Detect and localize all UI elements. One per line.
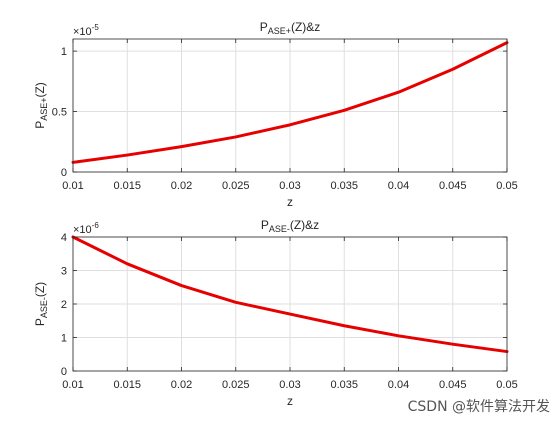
y-tick-label: 0.5	[52, 107, 67, 119]
y-tick-label: 1	[61, 333, 67, 345]
y-tick-label: 2	[61, 299, 67, 311]
x-tick-label: 0.025	[222, 379, 250, 391]
y-tick-label: 0	[61, 167, 67, 179]
exponent-base: ×10	[73, 224, 92, 236]
ylabel-subscript: ASE+	[39, 98, 49, 121]
y-tick-label: 4	[61, 232, 67, 244]
axis-exponent-label: ×10-5	[73, 23, 99, 38]
x-tick-label: 0.035	[330, 180, 358, 192]
x-tick-label: 0.025	[222, 180, 250, 192]
y-tick-label: 0	[61, 366, 67, 378]
chart-title: PASE+(Z)&z	[260, 20, 321, 36]
ylabel-main: P	[33, 121, 47, 129]
ylabel-rest: (Z)	[33, 82, 47, 97]
x-tick-label: 0.045	[439, 379, 467, 391]
title-main: P	[261, 218, 269, 232]
x-tick-label: 0.02	[171, 180, 192, 192]
x-tick-label: 0.015	[113, 180, 141, 192]
x-tick-label: 0.01	[62, 379, 83, 391]
x-tick-label: 0.02	[171, 379, 192, 391]
x-tick-label: 0.035	[330, 379, 358, 391]
title-subscript: ASE-	[269, 224, 290, 234]
x-tick-label: 0.04	[388, 379, 409, 391]
chart-panel-1: 0.01 0.015 0.02 0.025 0.03 0.035 0.04 0.045 0.05…	[33, 20, 518, 209]
y-axis-label: PASE-(Z)	[33, 282, 49, 326]
y-axis-label: PASE+(Z)	[33, 82, 49, 129]
ylabel-subscript: ASE-	[39, 297, 49, 318]
x-tick-label: 0.05	[496, 180, 517, 192]
x-tick-label: 0.03	[279, 379, 300, 391]
x-axis-label: z	[287, 394, 293, 408]
title-rest: (Z)&z	[291, 20, 320, 34]
exponent-base: ×10	[73, 26, 92, 38]
chart-title: PASE-(Z)&z	[261, 218, 319, 234]
x-tick-label: 0.01	[62, 180, 83, 192]
title-subscript: ASE+	[268, 26, 291, 36]
x-tick-label: 0.015	[113, 379, 141, 391]
y-tick-label: 1	[61, 46, 67, 58]
x-tick-label: 0.03	[279, 180, 300, 192]
x-tick-label: 0.04	[388, 180, 409, 192]
x-tick-label: 0.05	[496, 379, 517, 391]
title-main: P	[260, 20, 268, 34]
ylabel-main: P	[33, 318, 47, 326]
axis-exponent-label: ×10-6	[73, 221, 99, 236]
y-tick-label: 3	[61, 266, 67, 278]
title-rest: (Z)&z	[290, 218, 319, 232]
exponent-power: -5	[92, 23, 100, 32]
chart-panel-2: 0.01 0.015 0.02 0.025 0.03 0.035 0.04 0.045 0.05…	[33, 218, 518, 408]
watermark: CSDN @软件算法开发	[408, 396, 550, 416]
x-axis-label: z	[287, 195, 293, 209]
exponent-power: -6	[92, 221, 100, 230]
x-tick-label: 0.045	[439, 180, 467, 192]
ylabel-rest: (Z)	[33, 282, 47, 297]
